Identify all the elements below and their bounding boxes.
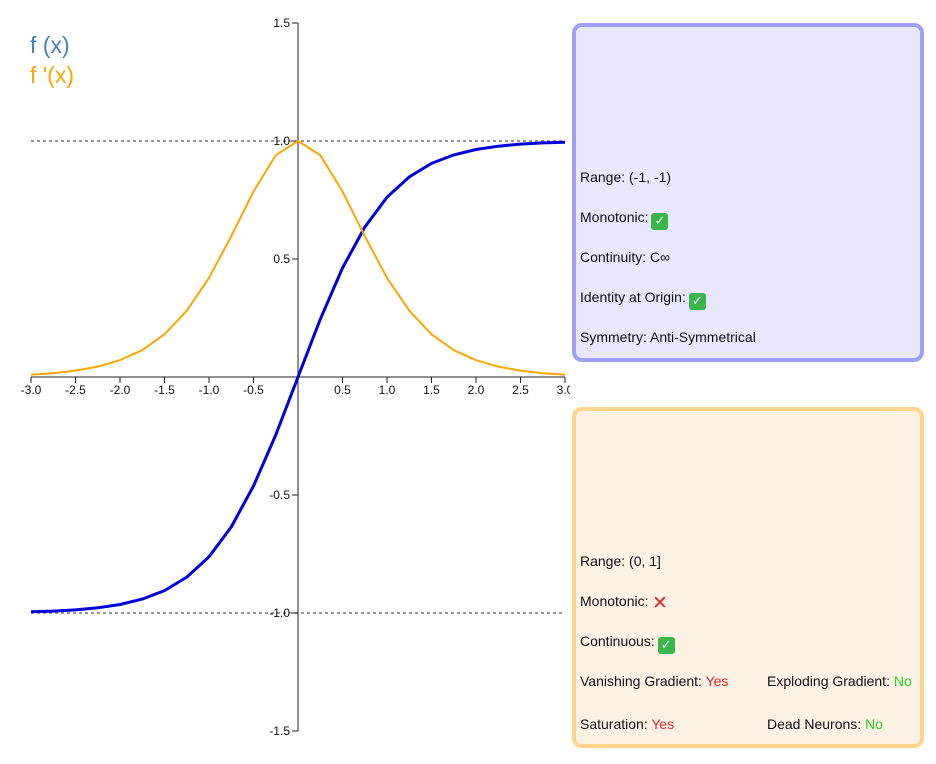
fpx-range: Range: (0, 1] (580, 553, 661, 569)
y-tick-label: 1.0 (273, 134, 290, 148)
fpx-saturation: Saturation: Yes (580, 716, 674, 732)
y-tick-label: 0.5 (273, 252, 290, 266)
check-icon: ✓ (657, 637, 675, 654)
x-tick-label: -2.0 (110, 383, 131, 397)
fx-symmetry: Symmetry: Anti-Symmetrical (580, 329, 756, 345)
fpx-exploding: Exploding Gradient: No (767, 673, 912, 689)
exploding-value: No (893, 673, 912, 689)
fpx-monotonic: Monotonic: ✕ (580, 592, 668, 614)
vanishing-label: Vanishing Gradient: (580, 673, 702, 689)
x-tick-label: 0.5 (334, 383, 351, 397)
fx-continuity: Continuity: C∞ (580, 249, 671, 265)
chart-area: -3.0 -2.5 -2.0 -1.5 -1.0 -0.5 0.5 1.0 1.5 2.0 2.5 3… (21, 16, 570, 738)
saturation-label: Saturation: (580, 716, 648, 732)
x-tick-label: 2.0 (468, 383, 485, 397)
x-tick-label: 3.0 (557, 383, 570, 397)
fpx-continuous: Continuous: ✓ (580, 633, 675, 654)
x-tick-label: -3.0 (21, 383, 42, 397)
fx-range: Range: (-1, -1) (580, 169, 672, 185)
vanishing-value: Yes (705, 673, 729, 689)
fpx-dead-neurons: Dead Neurons: No (767, 716, 883, 732)
y-tick-label: -0.5 (269, 488, 290, 502)
cross-icon: ✕ (652, 592, 668, 614)
series-f-line (30, 140, 566, 614)
fx-monotonic: Monotonic: ✓ (580, 209, 669, 230)
fx-identity-label: Identity at Origin: (580, 289, 686, 305)
fx-monotonic-label: Monotonic: (580, 209, 649, 225)
fprime-properties-panel: Range: (0, 1] Monotonic: ✕ Continuous: ✓ V… (572, 407, 924, 748)
series-fprime-line (30, 140, 566, 376)
y-tick-label: -1.5 (269, 724, 290, 738)
check-icon: ✓ (688, 293, 706, 310)
fpx-vanishing: Vanishing Gradient: Yes (580, 673, 728, 689)
fx-properties-panel: Range: (-1, -1) Monotonic: ✓ Continuity: … (572, 23, 924, 362)
x-tick-label: -0.5 (243, 383, 264, 397)
x-tick-label: 1.0 (379, 383, 396, 397)
dead-neurons-value: No (865, 716, 883, 732)
x-tick-label: 2.5 (512, 383, 529, 397)
y-tick-label: 1.5 (273, 16, 290, 30)
legend-f: f (x) (30, 32, 70, 58)
exploding-label: Exploding Gradient: (767, 673, 890, 689)
saturation-value: Yes (651, 716, 675, 732)
fpx-monotonic-label: Monotonic: (580, 593, 649, 609)
y-tick-label: -1.0 (269, 606, 290, 620)
x-tick-label: -1.5 (154, 383, 175, 397)
check-icon: ✓ (651, 213, 669, 230)
x-tick-label: -2.5 (65, 383, 86, 397)
dead-neurons-label: Dead Neurons: (767, 716, 862, 732)
legend-fprime: f '(x) (30, 62, 74, 88)
x-tick-label: -1.0 (199, 383, 220, 397)
fx-identity: Identity at Origin: ✓ (580, 289, 706, 310)
fpx-continuous-label: Continuous: (580, 633, 655, 649)
x-tick-label: 1.5 (423, 383, 440, 397)
